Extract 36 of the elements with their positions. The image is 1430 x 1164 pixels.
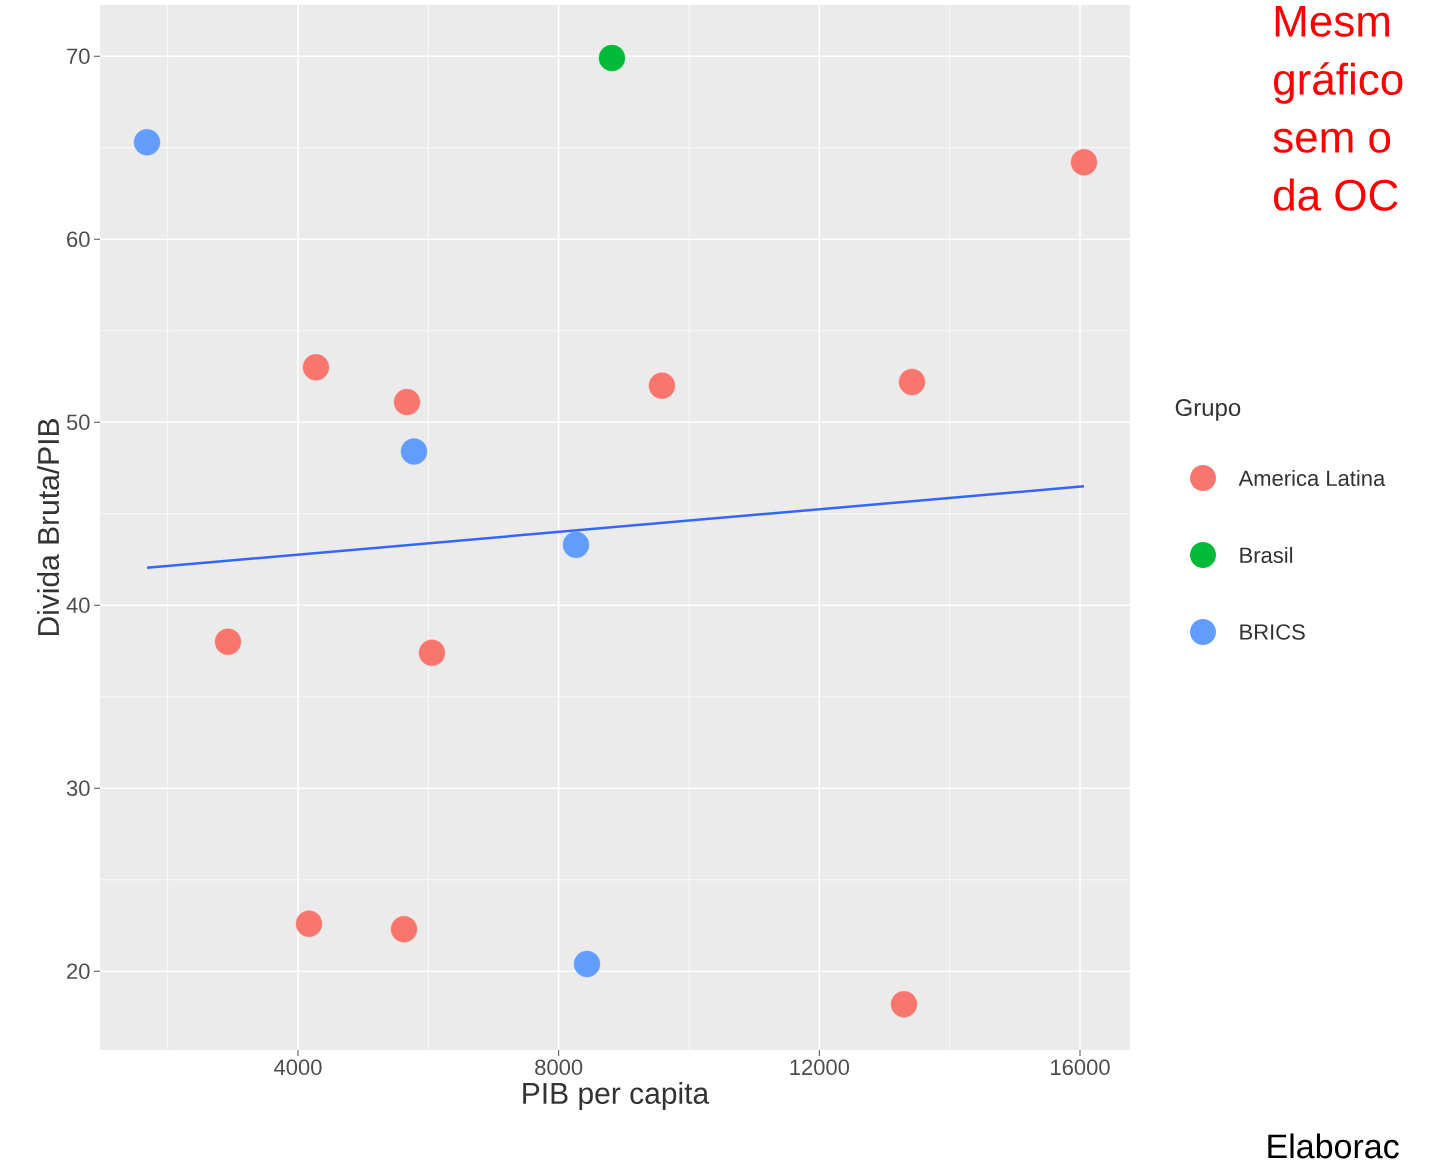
text: sem o bbox=[1273, 128, 1391, 153]
y-tick-label: 20 bbox=[67, 963, 90, 980]
x-tick-label: 4000 bbox=[274, 1059, 322, 1076]
point bbox=[393, 388, 421, 416]
x-tick-label: 16000 bbox=[1051, 1059, 1110, 1076]
x-tick-label: 12000 bbox=[790, 1059, 850, 1076]
point bbox=[898, 368, 926, 396]
point bbox=[1070, 149, 1098, 176]
text: da OC bbox=[1274, 178, 1398, 211]
point bbox=[890, 991, 918, 1018]
y-tick-label: 40 bbox=[66, 597, 90, 614]
y-tick-label: 30 bbox=[66, 780, 90, 797]
text: gráfico bbox=[1274, 62, 1403, 104]
point bbox=[400, 438, 428, 465]
y-tick-label: 50 bbox=[66, 414, 90, 431]
legend-title: Grupo bbox=[1175, 399, 1241, 421]
point bbox=[214, 628, 242, 656]
point bbox=[295, 910, 323, 937]
legend-label: Brasil bbox=[1240, 546, 1293, 564]
point bbox=[648, 372, 676, 399]
point bbox=[562, 531, 590, 559]
point bbox=[418, 639, 446, 667]
legend-label: America Latina bbox=[1238, 469, 1386, 487]
legend-label: BRICS bbox=[1240, 624, 1305, 640]
x-axis-title: PIB per capita bbox=[523, 1081, 710, 1110]
point bbox=[302, 354, 330, 381]
point bbox=[133, 129, 161, 156]
y-tick-label: 60 bbox=[67, 231, 90, 248]
text: Mesm bbox=[1275, 6, 1390, 37]
x-tick-label: 8000 bbox=[535, 1059, 583, 1076]
point bbox=[573, 950, 601, 978]
point bbox=[598, 44, 626, 72]
y-tick-label: 70 bbox=[67, 48, 90, 65]
text: Elaborac bbox=[1268, 1133, 1399, 1159]
y-axis-title: Divida Bruta/PIB bbox=[37, 419, 60, 636]
point bbox=[390, 916, 418, 943]
